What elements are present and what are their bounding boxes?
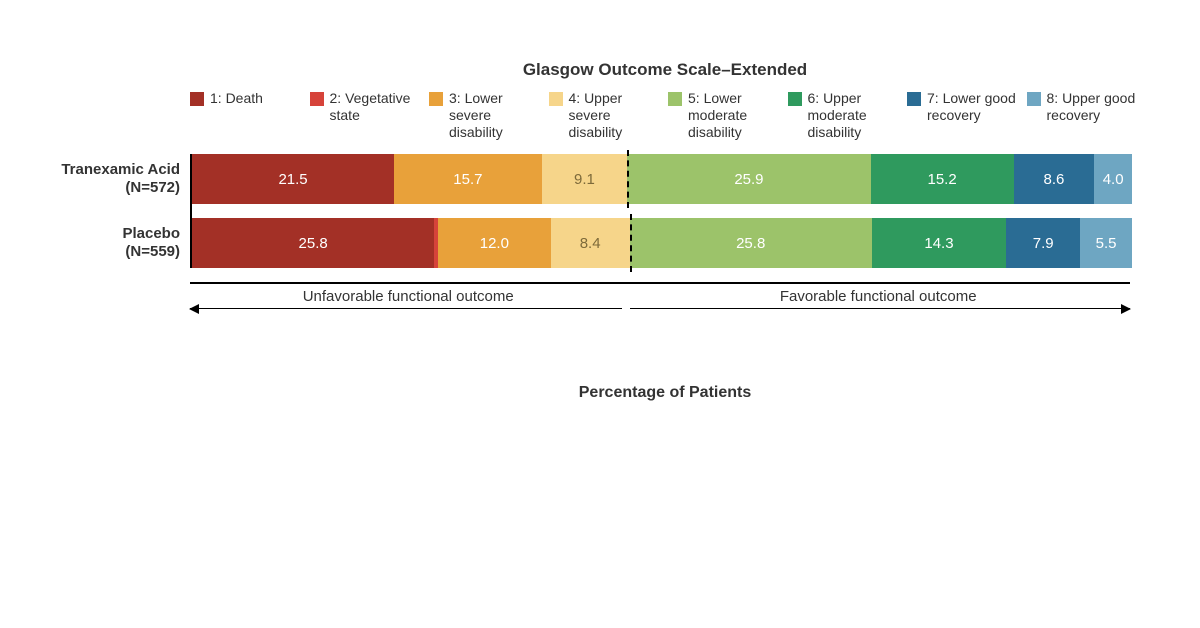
outcome-annotation: Unfavorable functional outcome Favorable… [190,290,1130,350]
unfavorable-arrow [190,308,622,309]
bar-segment: 9.1 [542,154,628,204]
favorable-label: Favorable functional outcome [774,288,983,305]
favorable-arrow [630,308,1130,309]
stacked-bar: 25.812.08.425.814.37.95.5 [192,218,1132,268]
legend-item: 5: Lower moderate disability [668,90,782,140]
bar-segment: 25.8 [192,218,434,268]
x-axis-line [190,282,1130,284]
legend-item: 6: Upper moderate disability [788,90,902,140]
legend-label: 1: Death [210,90,304,107]
bar-segment: 14.3 [872,218,1006,268]
legend-item: 3: Lower severe disability [429,90,543,140]
bar-segment: 7.9 [1006,218,1080,268]
row-label: Tranexamic Acid(N=572) [57,161,192,197]
row-label: Placebo(N=559) [57,225,192,261]
bar-row: Tranexamic Acid(N=572)21.515.79.125.915.… [192,154,1140,204]
legend-swatch [429,92,443,106]
legend-label: 8: Upper good recovery [1047,90,1141,124]
legend: 1: Death 2: Vegetative state 3: Lower seve… [60,90,1140,140]
bar-segment: 15.2 [871,154,1014,204]
legend-label: 4: Upper severe disability [569,90,663,140]
legend-label: 7: Lower good recovery [927,90,1021,124]
bar-segment: 12.0 [438,218,551,268]
bar-segment: 15.7 [394,154,542,204]
bar-segment: 8.4 [551,218,630,268]
outcome-divider [630,214,632,272]
bar-segment: 5.5 [1080,218,1132,268]
legend-item: 4: Upper severe disability [549,90,663,140]
legend-swatch [310,92,324,106]
legend-item: 8: Upper good recovery [1027,90,1141,140]
bar-segment: 25.8 [630,218,872,268]
legend-item: 7: Lower good recovery [907,90,1021,140]
legend-swatch [549,92,563,106]
legend-item: 2: Vegetative state [310,90,424,140]
bar-segment: 21.5 [192,154,394,204]
legend-swatch [788,92,802,106]
bar-segment: 8.6 [1014,154,1095,204]
bars-area: Tranexamic Acid(N=572)21.515.79.125.915.… [190,154,1140,268]
stacked-bar: 21.515.79.125.915.28.64.0 [192,154,1132,204]
legend-label: 2: Vegetative state [330,90,424,124]
legend-item: 1: Death [190,90,304,140]
legend-swatch [190,92,204,106]
bar-segment: 4.0 [1094,154,1132,204]
chart-title: Glasgow Outcome Scale–Extended [60,60,1140,80]
legend-swatch [1027,92,1041,106]
bar-row: Placebo(N=559)25.812.08.425.814.37.95.5 [192,218,1140,268]
legend-swatch [668,92,682,106]
legend-label: 6: Upper moderate disability [808,90,902,140]
x-axis-title: Percentage of Patients [60,384,1140,402]
unfavorable-label: Unfavorable functional outcome [297,288,520,305]
bar-segment: 25.9 [627,154,870,204]
chart-container: Glasgow Outcome Scale–Extended 1: Death 2… [60,60,1140,402]
legend-label: 3: Lower severe disability [449,90,543,140]
outcome-divider [627,150,629,208]
legend-swatch [907,92,921,106]
legend-label: 5: Lower moderate disability [688,90,782,140]
